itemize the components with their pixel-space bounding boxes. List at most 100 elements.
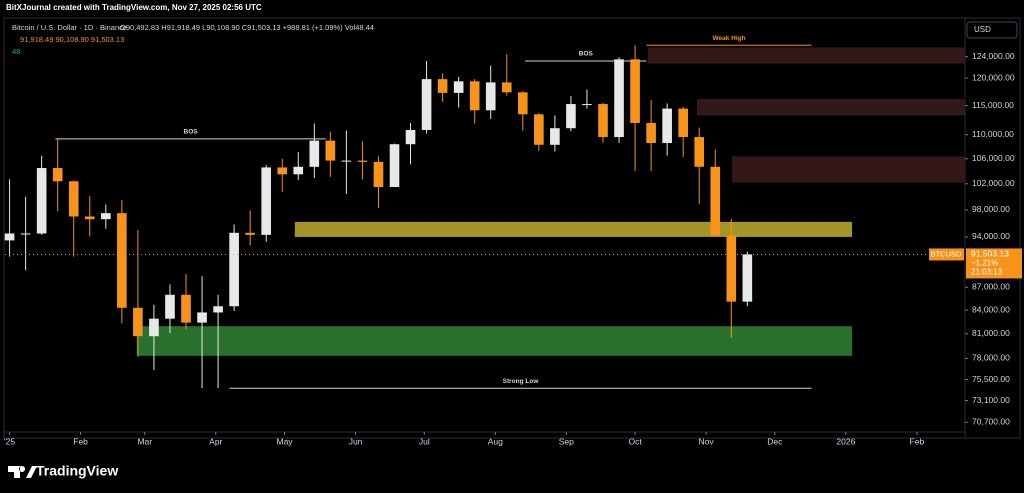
- zone: [647, 47, 965, 64]
- candle-body: [389, 144, 400, 187]
- candle-body: [598, 104, 608, 138]
- price-tag-change: −1.21%: [971, 259, 998, 268]
- candle-body: [614, 59, 624, 138]
- candle-body: [52, 168, 63, 182]
- zone: [696, 98, 965, 116]
- candle-body: [261, 167, 272, 235]
- level-label: BOS: [579, 51, 594, 58]
- x-tick-label: Oct: [628, 436, 642, 446]
- x-tick-label: Feb: [910, 436, 925, 446]
- candle-body: [694, 137, 705, 167]
- symbol-tag: [929, 248, 964, 261]
- y-tick-label: 75,500.00: [972, 374, 1010, 384]
- x-tick-label: Aug: [488, 436, 503, 446]
- candle-body: [453, 81, 464, 93]
- candle-body: [325, 140, 336, 161]
- y-tick-label: 120,000.00: [972, 72, 1015, 82]
- candle-body: [501, 82, 512, 93]
- candle-body: [517, 92, 528, 115]
- y-tick-label: 94,000.00: [972, 231, 1010, 241]
- currency: USD: [974, 25, 991, 34]
- y-tick-label: 124,000.00: [972, 51, 1015, 61]
- credit: BitXJournal created with TradingView.com…: [6, 3, 262, 12]
- symbol: Bitcoin / U.S. Dollar · 1D · Binance: [12, 23, 127, 32]
- candle-body: [84, 216, 95, 220]
- y-tick-label: 98,000.00: [972, 204, 1010, 214]
- candle-body: [678, 108, 688, 138]
- ohlc-line: O90,492.83 H91,918.49 L90,108.90 C91,503…: [120, 23, 374, 32]
- candle-body: [726, 235, 737, 302]
- x-tick-label: Apr: [209, 436, 222, 446]
- price-tag-value: 91,503.13: [971, 249, 1009, 259]
- candle-body: [293, 166, 304, 175]
- level-label: BOS: [184, 129, 199, 136]
- candle-body: [133, 307, 143, 337]
- candle-body: [485, 82, 496, 111]
- x-tick-label: Feb: [73, 436, 88, 446]
- x-tick-label: Jul: [419, 436, 430, 446]
- y-tick-label: 78,000.00: [972, 353, 1010, 363]
- candle-body: [20, 233, 31, 235]
- candle-body: [117, 213, 127, 308]
- candle-body: [437, 79, 448, 93]
- brand: TradingView: [36, 463, 118, 479]
- symbol-tag-text: BTCUSD: [931, 249, 962, 258]
- candle-body: [421, 79, 432, 130]
- y-tick-label: 110,000.00: [972, 129, 1014, 139]
- candle-body: [165, 294, 175, 319]
- y-tick-label: 87,000.00: [972, 282, 1010, 292]
- x-tick-label: Sep: [559, 436, 574, 446]
- price-tag: [966, 248, 1022, 279]
- y-tick-label: 115,000.00: [972, 100, 1014, 110]
- zone: [294, 221, 853, 237]
- y-tick-label: 70,700.00: [972, 417, 1010, 427]
- indicator-value: 48: [12, 47, 20, 56]
- candle-body: [4, 233, 15, 241]
- candle-body: [405, 129, 416, 145]
- logo-mark: [8, 466, 37, 478]
- candle-body: [277, 167, 288, 175]
- x-tick-label: Dec: [767, 436, 783, 446]
- candle-body: [197, 312, 207, 323]
- candle-body: [566, 104, 576, 129]
- logo: TradingView: [8, 463, 118, 479]
- candle-body: [309, 140, 320, 167]
- y-tick-label: 73,100.00: [972, 395, 1010, 405]
- zone: [731, 156, 965, 183]
- y-tick-label: 102,000.00: [972, 178, 1015, 188]
- candle-body: [68, 181, 79, 217]
- y-tick-label: 106,000.00: [972, 153, 1015, 163]
- candle-body: [742, 254, 753, 302]
- candle-body: [582, 104, 592, 106]
- candle-body: [550, 128, 560, 145]
- candle-body: [630, 59, 640, 123]
- x-tick-label: Jun: [349, 436, 363, 446]
- candle-body: [373, 161, 384, 187]
- candle-body: [36, 168, 47, 234]
- candle-body: [357, 160, 368, 162]
- zone: [136, 326, 853, 356]
- candle-body: [101, 213, 111, 220]
- candle-body: [534, 114, 544, 145]
- candle-body: [662, 108, 672, 144]
- candle-body: [181, 294, 191, 323]
- candle-body: [213, 306, 223, 313]
- y-tick-label: 84,000.00: [972, 304, 1010, 314]
- price-tag-countdown: 21:03:13: [971, 268, 1003, 277]
- x-tick-label: May: [276, 436, 293, 446]
- candle-body: [646, 122, 656, 144]
- bid-ask-line: 91,918.49 90,108.90 91,503.13: [20, 35, 124, 44]
- candle-body: [245, 232, 255, 235]
- x-tick-label: Mar: [137, 436, 152, 446]
- x-tick-label: '25: [4, 436, 15, 446]
- candle-body: [229, 232, 239, 307]
- candle-body: [149, 318, 159, 337]
- candle-body: [710, 166, 721, 236]
- chart-frame: [3, 17, 1021, 439]
- candle-body: [341, 160, 352, 162]
- x-tick-label: Nov: [699, 436, 715, 446]
- currency-button[interactable]: [966, 21, 1018, 39]
- level-label: Strong Low: [503, 378, 540, 385]
